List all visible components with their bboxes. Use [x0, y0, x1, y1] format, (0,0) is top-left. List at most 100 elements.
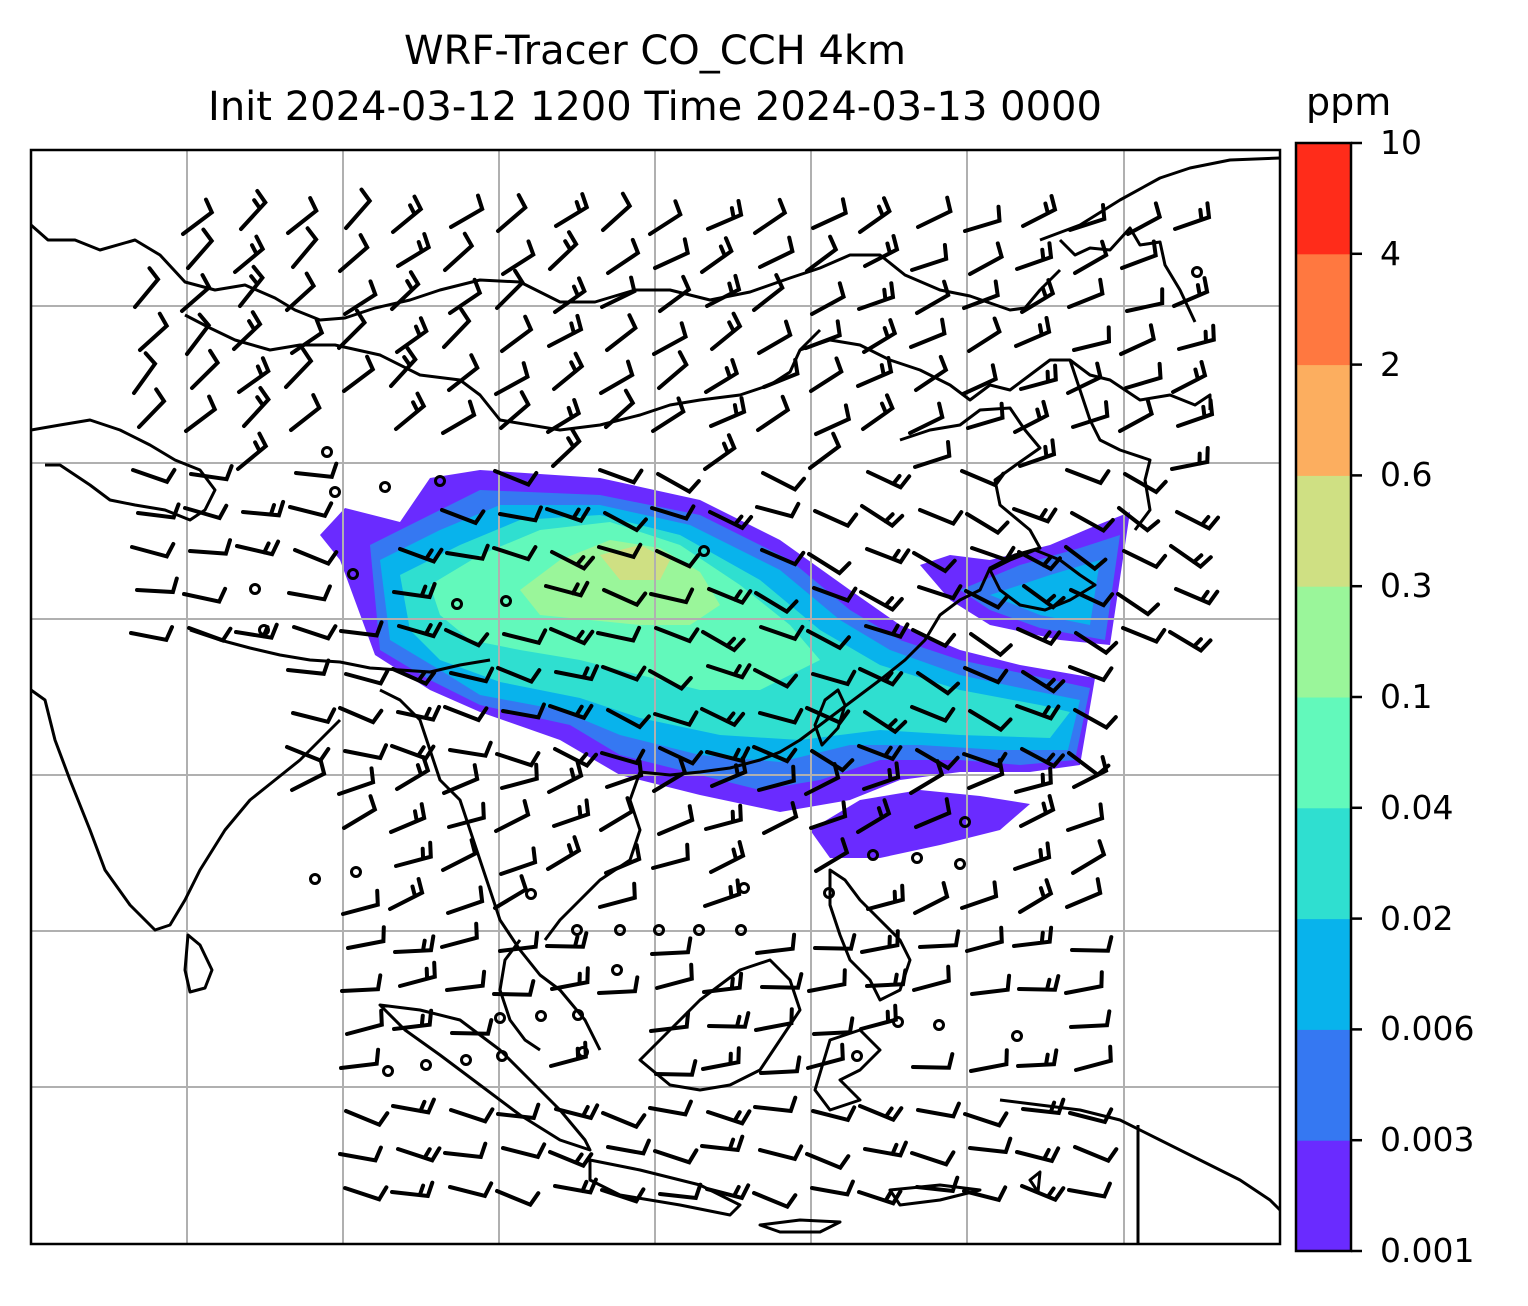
wind-barb	[914, 797, 952, 829]
wind-barb	[964, 589, 1009, 610]
wind-barb	[496, 1102, 541, 1121]
wind-barb	[545, 506, 591, 524]
wind-barb	[391, 667, 437, 687]
coastline-vietnam	[543, 771, 642, 941]
colorbar-segment	[1296, 586, 1351, 698]
wind-barb	[650, 504, 696, 521]
wind-barb	[1122, 549, 1168, 570]
calm-wind-circle	[1011, 1030, 1023, 1042]
wind-barb	[760, 972, 804, 990]
wind-barb	[547, 313, 584, 348]
coastline-timor	[888, 1183, 982, 1207]
wind-barb	[857, 281, 896, 311]
wind-barb	[859, 590, 904, 613]
wind-barb	[233, 234, 266, 274]
wind-barb	[548, 230, 579, 271]
wind-barb	[345, 1008, 384, 1036]
wind-barb	[1120, 239, 1158, 270]
wind-barb	[448, 277, 483, 315]
wind-barb	[705, 1183, 751, 1201]
wind-barb	[394, 840, 433, 868]
wind-barb	[286, 196, 319, 235]
wind-barb	[813, 509, 859, 529]
wind-barb	[758, 1144, 804, 1162]
wind-barb	[1018, 878, 1054, 914]
wind-barb	[654, 1059, 698, 1077]
wind-barb	[908, 401, 945, 435]
coastline-malay	[498, 939, 541, 1052]
wind-barb	[186, 227, 215, 270]
wind-barb	[710, 756, 748, 788]
wind-barb	[392, 1008, 434, 1031]
calm-wind-circle	[379, 481, 391, 493]
wind-barb	[963, 1111, 1009, 1128]
colorbar-tick-label: 0.001	[1380, 1231, 1475, 1270]
wind-barb	[492, 545, 538, 562]
wind-barb	[1065, 468, 1111, 486]
wind-barb	[811, 1105, 857, 1123]
wind-barb	[915, 748, 960, 771]
wind-barb	[391, 194, 424, 234]
colorbar-segment	[1296, 918, 1351, 1030]
wind-barb	[286, 658, 331, 676]
colorbar-tick-label: 0.1	[1380, 677, 1433, 716]
wind-barb	[910, 243, 949, 272]
wind-barb	[493, 874, 529, 910]
wind-barb	[1071, 839, 1107, 875]
wind-barb	[450, 1018, 494, 1036]
colorbar-tick-label: 4	[1380, 233, 1401, 273]
wind-barb	[707, 1011, 751, 1029]
wind-barb	[293, 548, 339, 567]
wind-barb	[447, 353, 480, 392]
wind-barb	[754, 591, 799, 615]
wind-barb	[805, 706, 851, 726]
wind-barb	[398, 547, 444, 564]
colorbar-tick-label: 0.6	[1380, 455, 1433, 495]
wind-barb	[440, 508, 486, 526]
wind-barb	[545, 931, 589, 949]
wind-barb	[962, 751, 1008, 769]
wind-barb	[758, 235, 795, 269]
wind-barb	[232, 310, 263, 351]
wind-barb	[658, 1182, 703, 1201]
wind-barb	[502, 628, 548, 646]
wind-barb	[500, 314, 534, 353]
wind-barb	[138, 311, 170, 352]
wind-barb	[918, 929, 961, 949]
plot-title-line2: Init 2024-03-12 1200 Time 2024-03-13 000…	[208, 84, 1102, 130]
coastline-indochina	[379, 688, 602, 1051]
wind-barb	[650, 936, 693, 956]
wind-barb	[553, 1177, 598, 1195]
calm-wind-circle	[738, 882, 750, 894]
wind-barb	[1021, 670, 1066, 694]
wind-barb	[242, 386, 271, 428]
wind-barb	[969, 632, 1013, 658]
wind-barb	[443, 231, 475, 272]
wind-barb	[752, 745, 798, 764]
wind-barb	[546, 398, 582, 434]
wind-barb	[338, 233, 370, 273]
wind-barb	[709, 840, 746, 874]
wind-barb	[1171, 360, 1208, 394]
wind-barb	[807, 968, 847, 993]
coastline-srilanka	[183, 933, 214, 994]
wind-barb	[237, 356, 271, 394]
wind-barb	[494, 361, 530, 396]
coastline-japan	[988, 548, 1097, 612]
calm-wind-circle	[535, 1010, 547, 1022]
wind-barb	[864, 622, 910, 639]
wind-barb	[137, 387, 167, 429]
wind-barb	[969, 1048, 1009, 1073]
wind-barb	[753, 668, 798, 689]
wind-barb	[1070, 935, 1114, 953]
wind-barb	[968, 1136, 1013, 1155]
wind-barb	[291, 707, 337, 725]
calm-wind-circle	[954, 858, 966, 870]
wind-barb	[344, 187, 373, 230]
wind-barb	[499, 846, 538, 876]
wind-barb	[550, 966, 590, 991]
wind-barb	[761, 471, 806, 492]
wind-barb	[707, 587, 753, 606]
wind-barb	[701, 1046, 741, 1071]
wind-barb	[916, 195, 953, 229]
